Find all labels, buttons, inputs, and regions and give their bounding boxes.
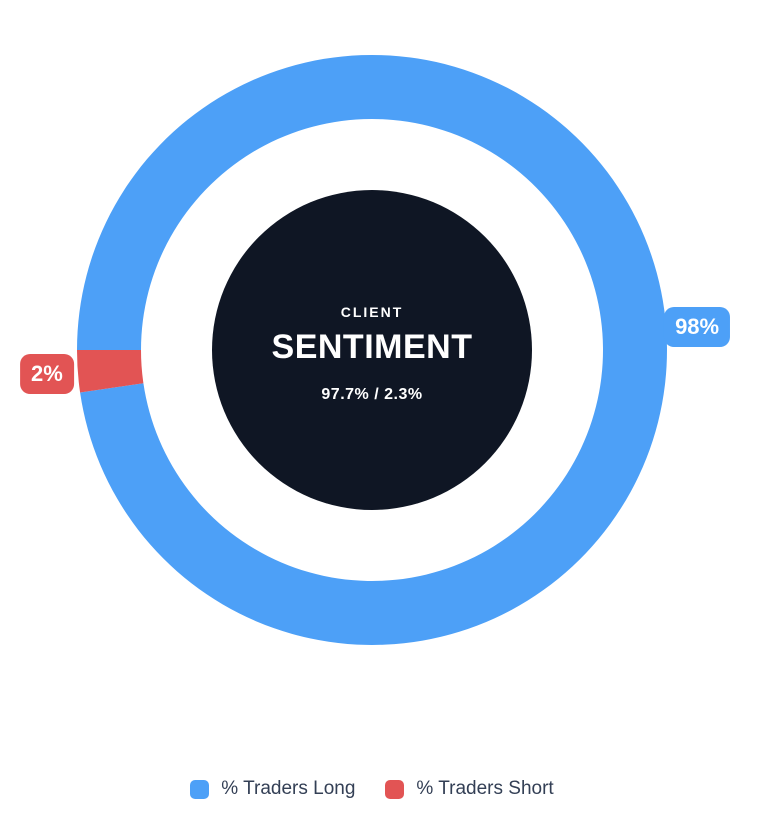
- legend-label-traders-short: % Traders Short: [416, 778, 554, 799]
- legend-label-traders-long: % Traders Long: [221, 778, 356, 799]
- legend-item-traders-short[interactable]: % Traders Short: [385, 778, 554, 800]
- legend-item-traders-long[interactable]: % Traders Long: [190, 778, 355, 800]
- donut-chart-svg: CLIENT SENTIMENT 97.7% / 2.3%: [76, 54, 667, 645]
- donut-slice-traders-short[interactable]: [77, 350, 144, 393]
- chart-legend: % Traders Long % Traders Short: [0, 778, 744, 800]
- slice-badge-traders-short[interactable]: 2%: [19, 353, 74, 394]
- legend-swatch-short-icon: [385, 779, 405, 799]
- legend-swatch-long-icon: [190, 779, 210, 799]
- center-hub-circle: [212, 190, 532, 510]
- center-values-label: 97.7% / 2.3%: [321, 386, 422, 403]
- slice-badge-traders-long[interactable]: 98%: [664, 306, 731, 347]
- center-eyebrow-label: CLIENT: [341, 304, 404, 320]
- center-title-label: SENTIMENT: [272, 328, 473, 366]
- sentiment-donut-chart: CLIENT SENTIMENT 97.7% / 2.3% 98% 2%: [19, 54, 731, 645]
